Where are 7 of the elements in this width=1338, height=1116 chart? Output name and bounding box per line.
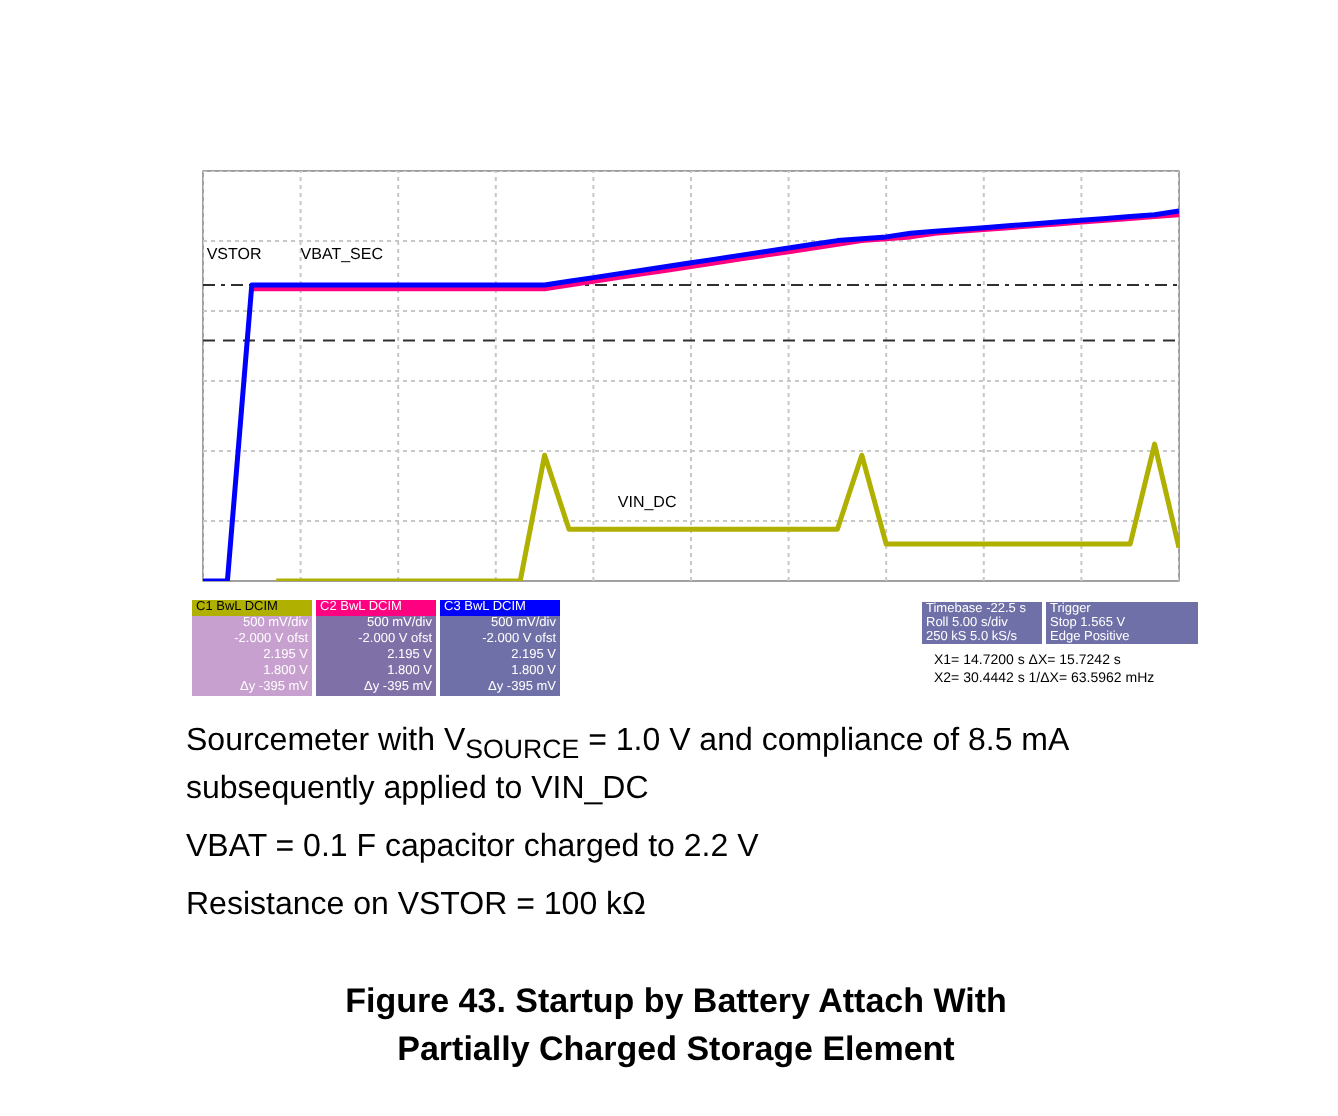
series-label: VIN_DC bbox=[617, 492, 677, 511]
text: Figure 43. Startup by Battery Attach With Partially Charged Storage Element bbox=[343, 979, 1009, 1073]
series-label: VSTOR bbox=[206, 244, 262, 263]
series-label: VBAT_SEC bbox=[300, 244, 384, 263]
text: VBAT = 0.1 F capacitor charged to 2.2 V bbox=[186, 828, 761, 869]
text: Resistance on VSTOR = 100 kΩ bbox=[186, 885, 648, 926]
text: Sourcemeter with V$_{SOURCE}$ = 1.0 V and compliance of 8.5 mA subsequently applied to VIN_DC bbox=[186, 722, 1071, 811]
